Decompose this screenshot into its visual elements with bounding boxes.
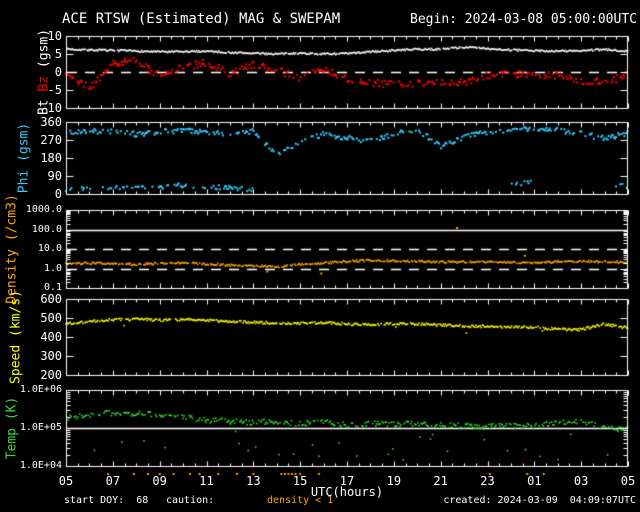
- plot-title: ACE RTSW (Estimated) MAG & SWEPAM: [62, 11, 341, 27]
- footer-created-timestamp: created: 2024-03-09 04:09:07UTC: [443, 495, 636, 506]
- footer-caution-value: density < 1: [267, 495, 334, 506]
- footer-caution-label: caution:: [166, 495, 215, 506]
- footer-start-doy: start DOY: 68: [64, 495, 149, 506]
- begin-timestamp: Begin: 2024-03-08 05:00:00UTC: [410, 12, 637, 27]
- x-axis-title: UTC(hours): [310, 485, 384, 499]
